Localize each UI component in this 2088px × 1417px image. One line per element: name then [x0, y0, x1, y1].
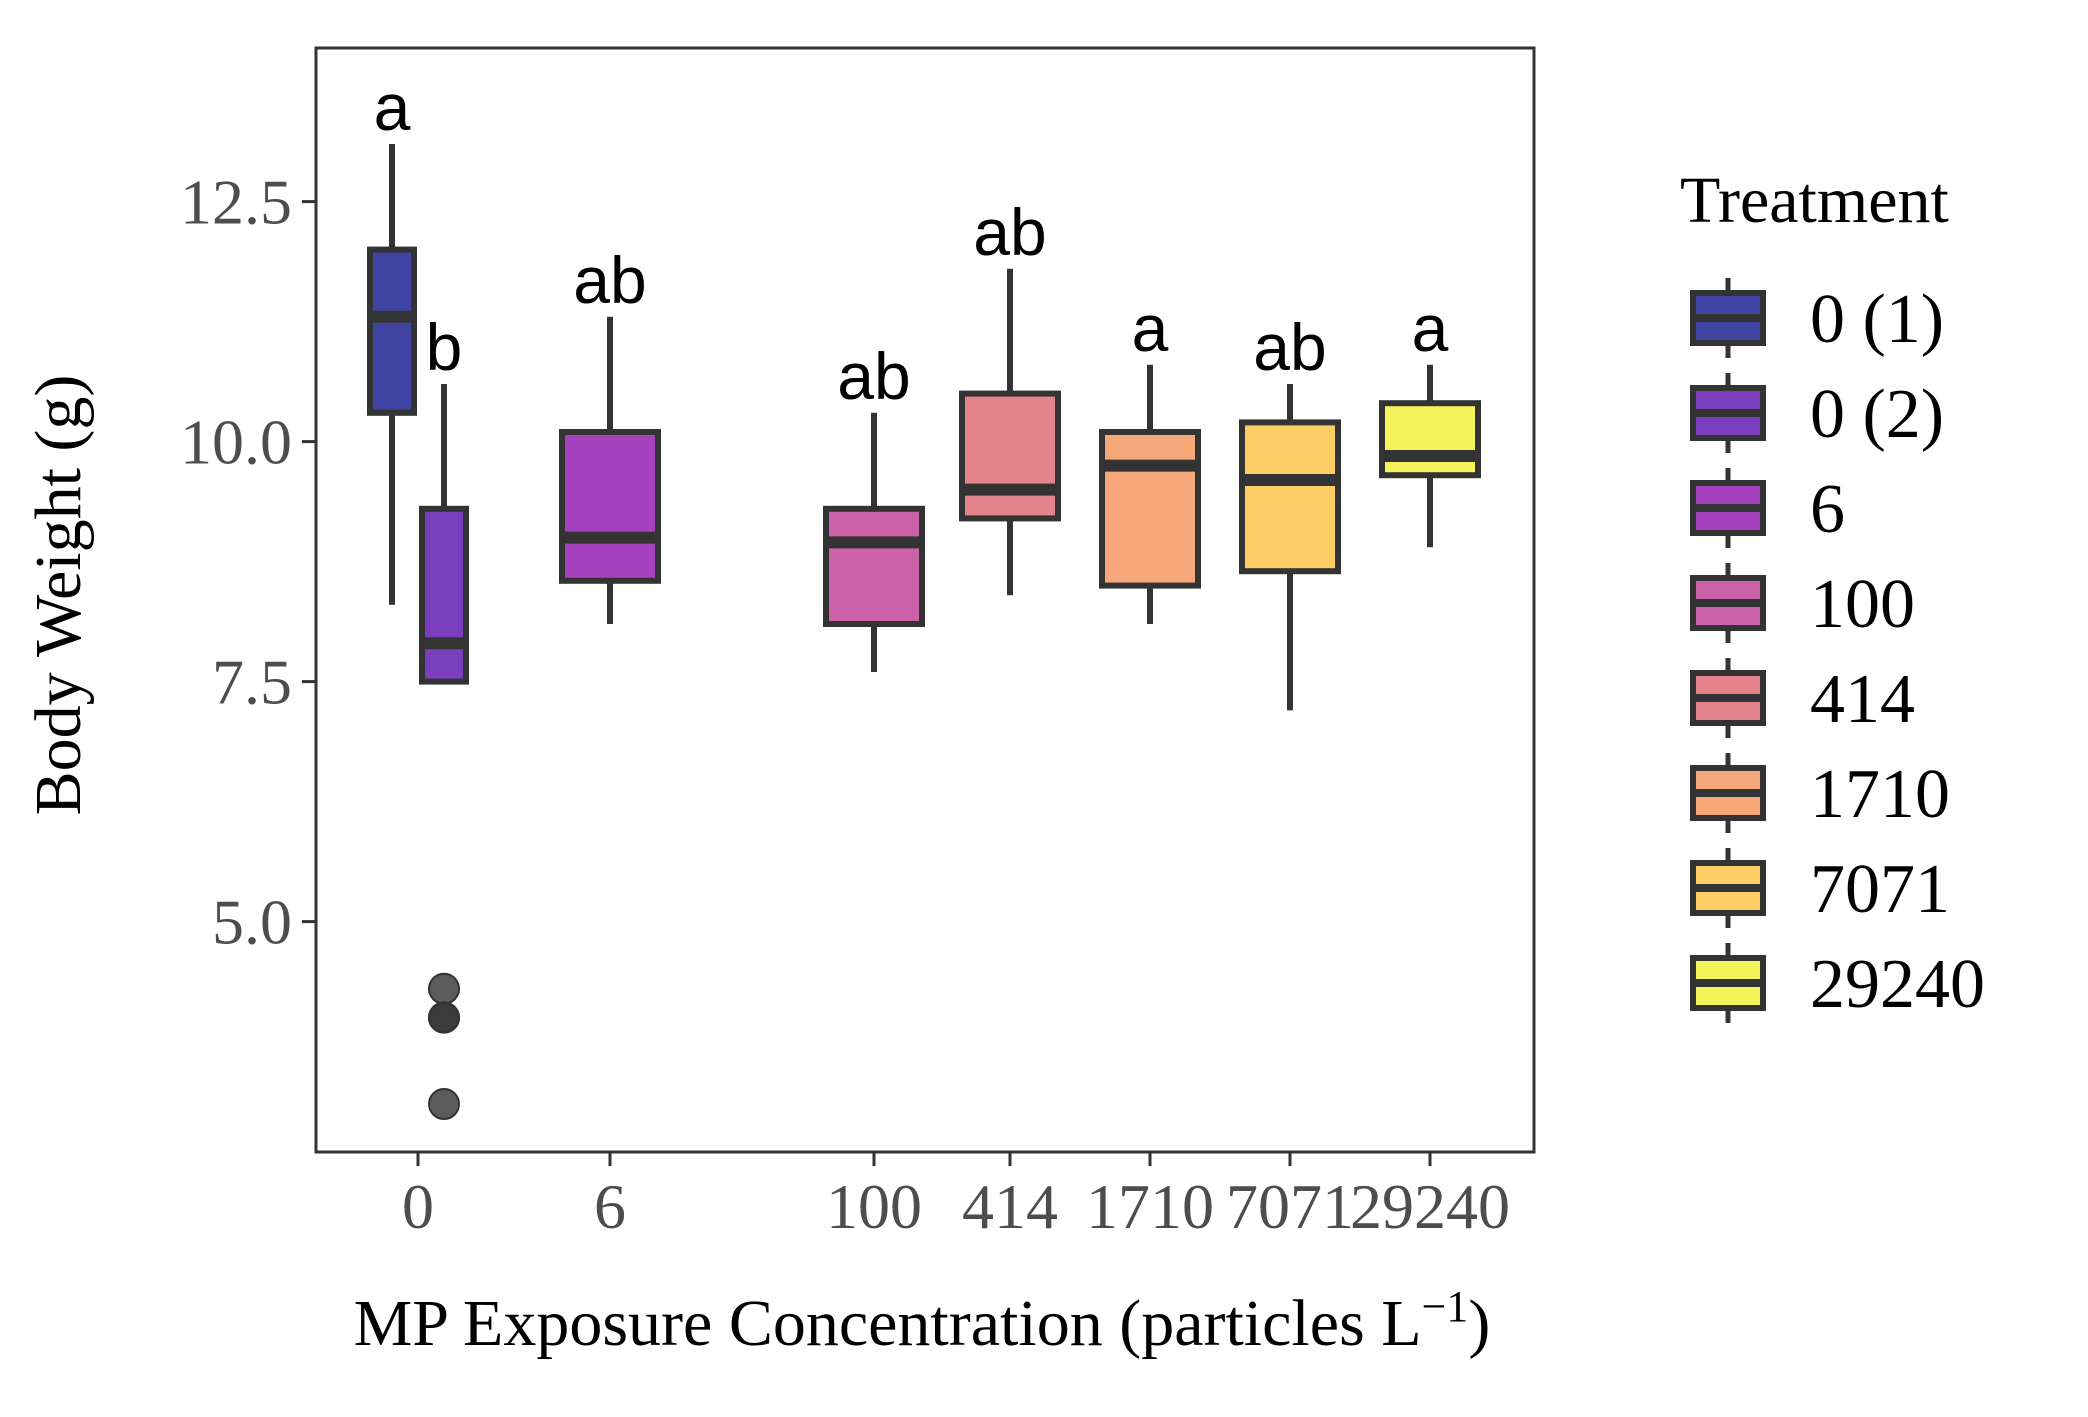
significance-letter: b [426, 310, 463, 384]
x-tick-label: 1710 [1086, 1171, 1214, 1242]
significance-letter: a [1412, 291, 1449, 365]
legend-item: 100 [1690, 563, 1915, 643]
x-axis-title-main: MP Exposure Concentration (particles L [354, 1287, 1422, 1360]
box-iqr [1239, 419, 1341, 575]
legend-item: 0 (2) [1690, 373, 1944, 453]
legend-title: Treatment [1680, 164, 1949, 237]
x-tick-label: 0 [402, 1171, 434, 1242]
box-0-2: b [419, 310, 469, 1120]
significance-letter: ab [1253, 310, 1326, 384]
x-tick-label: 414 [962, 1171, 1058, 1242]
legend-label: 0 (2) [1810, 376, 1944, 453]
box-0-1: a [367, 70, 417, 605]
box-7071: ab [1239, 310, 1341, 711]
legend-item: 1710 [1690, 753, 1950, 833]
box-iqr [419, 505, 469, 685]
legend-label: 29240 [1810, 946, 1985, 1023]
x-axis-title: MP Exposure Concentration (particles L−1… [354, 1282, 1491, 1360]
box-100: ab [823, 339, 925, 672]
legend-item: 6 [1690, 468, 1845, 548]
box-iqr [367, 246, 417, 416]
legend-label: 0 (1) [1810, 281, 1944, 358]
x-tick-label: 29240 [1350, 1171, 1510, 1242]
y-tick-label: 7.5 [212, 647, 292, 718]
significance-letter: a [1132, 291, 1169, 365]
legend-label: 1710 [1810, 756, 1950, 833]
significance-letter: a [374, 70, 411, 144]
box-414: ab [959, 195, 1061, 596]
legend-label: 6 [1810, 471, 1845, 548]
outlier-point [428, 1088, 460, 1120]
legend-item: 0 (1) [1690, 278, 1944, 358]
legend-item: 29240 [1690, 943, 1985, 1023]
significance-letter: ab [837, 339, 910, 413]
x-tick-label: 100 [826, 1171, 922, 1242]
plot-panel-border [314, 46, 1536, 1154]
box-6: ab [559, 243, 661, 624]
legend-label: 100 [1810, 566, 1915, 643]
x-axis-title-suffix: ) [1468, 1287, 1490, 1360]
box-iqr [959, 390, 1061, 522]
x-tick-label: 6 [594, 1171, 626, 1242]
legend-item: 7071 [1690, 848, 1950, 928]
significance-letter: ab [573, 243, 646, 317]
significance-letter: ab [973, 195, 1046, 269]
y-tick-label: 5.0 [212, 887, 292, 958]
legend-label: 7071 [1810, 851, 1950, 928]
box-1710: a [1099, 291, 1201, 624]
x-tick-label: 7071 [1226, 1171, 1354, 1242]
y-tick-label: 10.0 [180, 407, 292, 478]
legend-item: 414 [1690, 658, 1915, 738]
y-axis-title: Body Weight (g) [22, 375, 95, 816]
box-iqr [1379, 400, 1481, 479]
box-iqr [823, 505, 925, 627]
y-tick-label: 12.5 [180, 167, 292, 238]
x-axis-title-superscript: −1 [1422, 1282, 1469, 1331]
legend-label: 414 [1810, 661, 1915, 738]
outlier-point [428, 972, 460, 1005]
outlier-point [428, 1001, 460, 1034]
box-iqr [1099, 429, 1201, 589]
box-iqr [559, 429, 661, 584]
box-29240: a [1379, 291, 1481, 548]
